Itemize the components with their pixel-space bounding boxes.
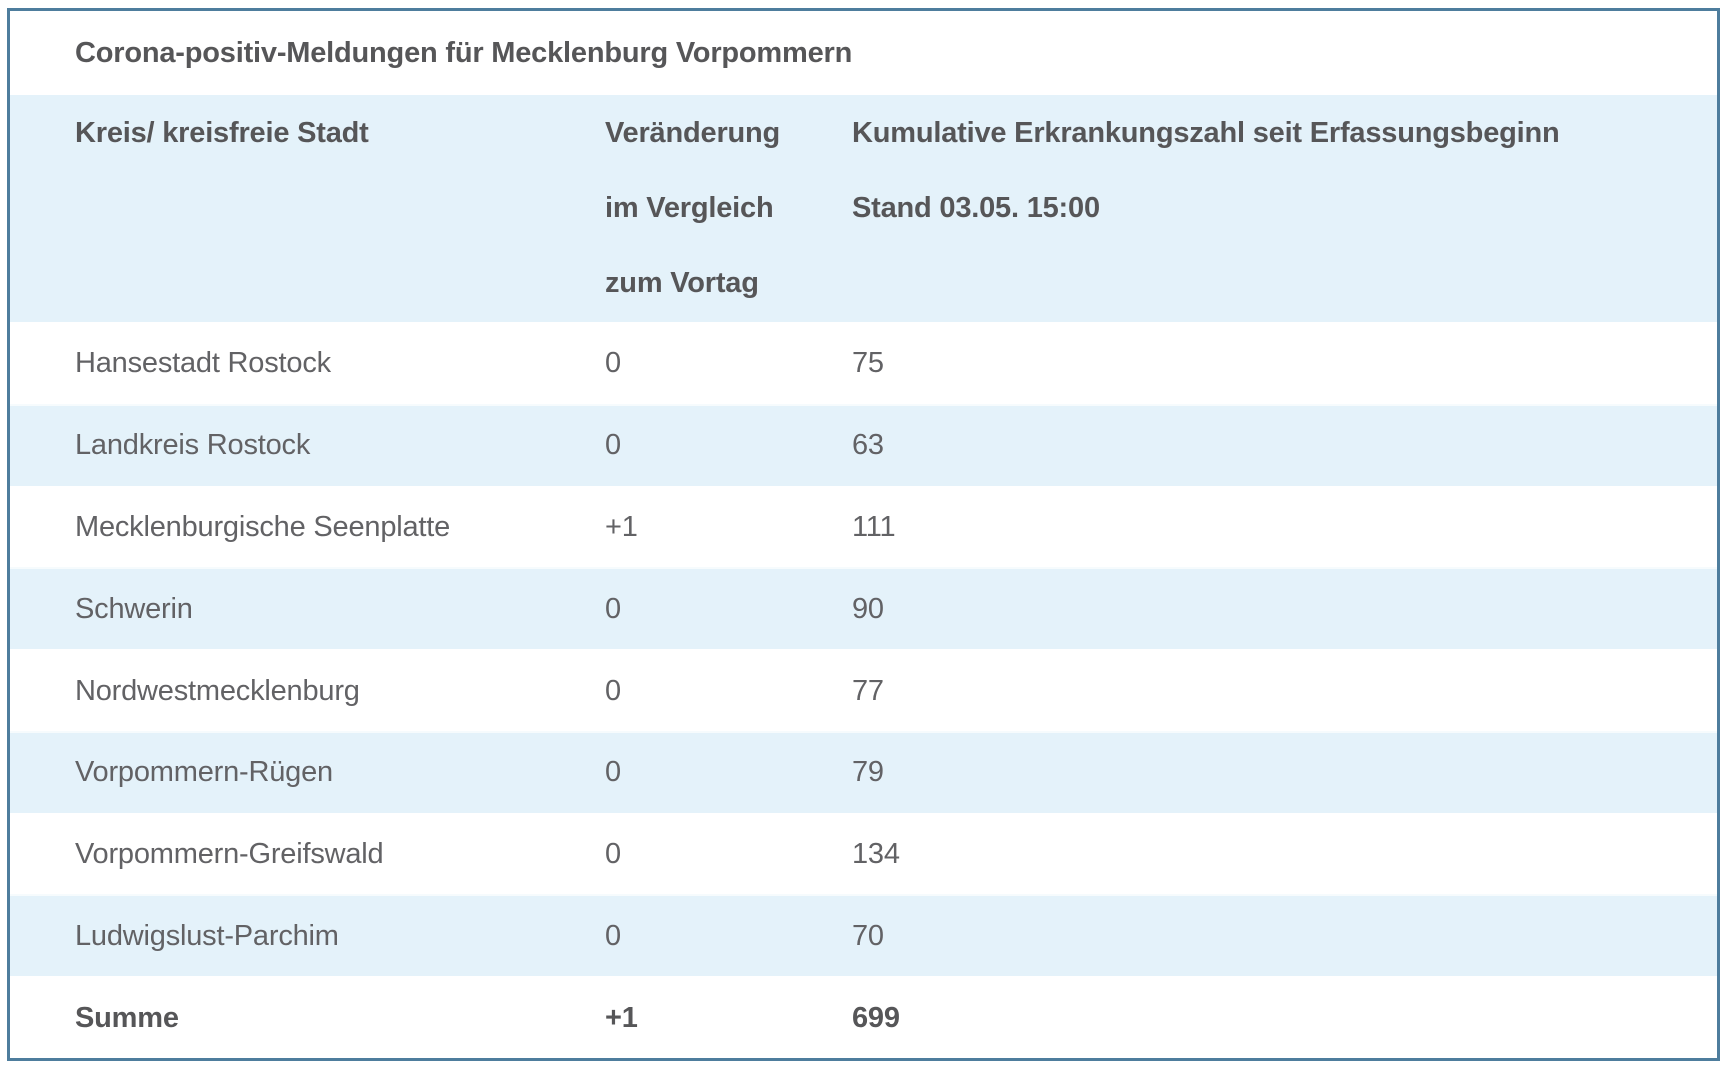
district-cell: Landkreis Rostock: [75, 429, 311, 462]
cumulative-cell: 90: [852, 592, 884, 625]
total-cumulative-cell: 699: [852, 1001, 900, 1034]
table-row: Hansestadt Rostock 0 75: [10, 322, 1717, 404]
column-header-change: Veränderung im Vergleich zum Vortag: [540, 95, 787, 322]
header-line: im Vergleich: [605, 192, 774, 224]
table-title: Corona-positiv-Meldungen für Mecklenburg…: [75, 36, 853, 69]
change-cell: 0: [605, 756, 621, 789]
corona-report-table: Corona-positiv-Meldungen für Mecklenburg…: [7, 8, 1720, 1061]
column-header-cumulative: Kumulative Erkrankungszahl seit Erfassun…: [787, 95, 1717, 322]
change-cell: +1: [605, 510, 638, 543]
table-row: Nordwestmecklenburg 0 77: [10, 649, 1717, 731]
district-cell: Vorpommern-Rügen: [75, 756, 333, 789]
cumulative-cell: 70: [852, 919, 884, 952]
header-line: Kreis/ kreisfreie Stadt: [75, 117, 369, 149]
cumulative-cell: 75: [852, 347, 884, 380]
table-row: Vorpommern-Greifswald 0 134: [10, 812, 1717, 895]
table-row: Landkreis Rostock 0 63: [10, 403, 1717, 486]
column-header-district: Kreis/ kreisfreie Stadt: [10, 95, 540, 322]
header-line: Stand 03.05. 15:00: [852, 192, 1100, 224]
cumulative-cell: 111: [852, 510, 896, 543]
cumulative-cell: 134: [852, 838, 900, 871]
cumulative-cell: 63: [852, 429, 884, 462]
change-cell: 0: [605, 838, 621, 871]
district-cell: Schwerin: [75, 592, 193, 625]
change-cell: 0: [605, 592, 621, 625]
change-cell: 0: [605, 674, 621, 707]
table-header-row: Kreis/ kreisfreie Stadt Veränderung im V…: [10, 95, 1717, 322]
change-cell: 0: [605, 429, 621, 462]
cumulative-cell: 79: [852, 756, 884, 789]
district-cell: Nordwestmecklenburg: [75, 674, 360, 707]
cumulative-cell: 77: [852, 674, 884, 707]
total-label: Summe: [75, 1001, 179, 1034]
change-cell: 0: [605, 347, 621, 380]
district-cell: Vorpommern-Greifswald: [75, 838, 384, 871]
table-title-row: Corona-positiv-Meldungen für Mecklenburg…: [10, 11, 1717, 95]
total-row: Summe +1 699: [10, 976, 1717, 1059]
header-line: Kumulative Erkrankungszahl seit Erfassun…: [852, 117, 1560, 149]
table-row: Schwerin 0 90: [10, 567, 1717, 650]
district-cell: Hansestadt Rostock: [75, 347, 331, 380]
table-row: Mecklenburgische Seenplatte +1 111: [10, 485, 1717, 568]
change-cell: 0: [605, 919, 621, 952]
table-row: Ludwigslust-Parchim 0 70: [10, 894, 1717, 977]
district-cell: Mecklenburgische Seenplatte: [75, 510, 451, 543]
district-cell: Ludwigslust-Parchim: [75, 919, 339, 952]
total-change-cell: +1: [605, 1001, 638, 1034]
header-line: Veränderung: [605, 117, 781, 149]
table-row: Vorpommern-Rügen 0 79: [10, 730, 1717, 813]
header-line: zum Vortag: [605, 267, 759, 299]
